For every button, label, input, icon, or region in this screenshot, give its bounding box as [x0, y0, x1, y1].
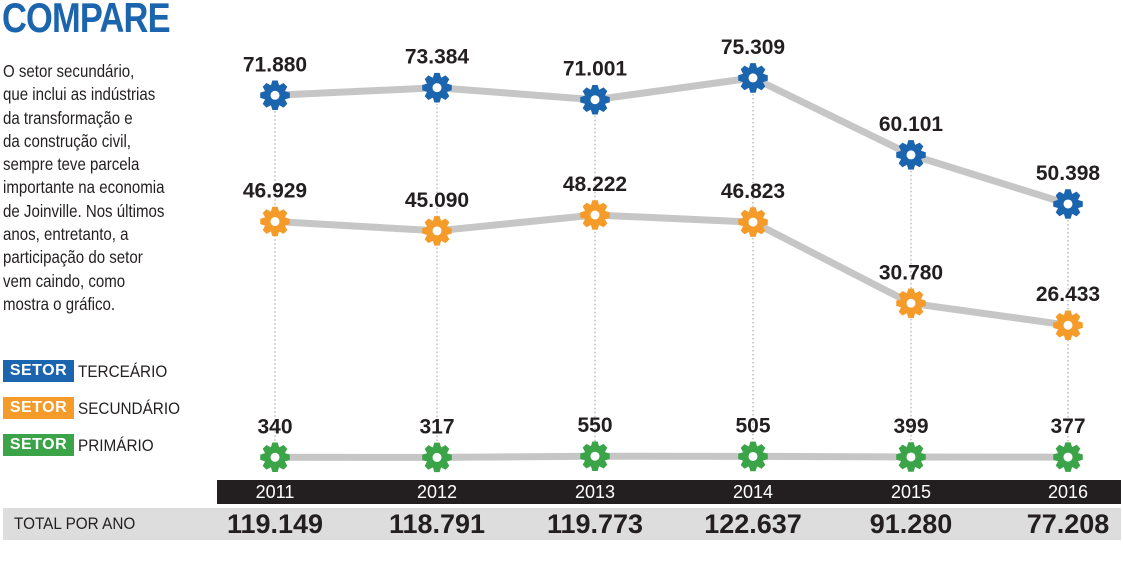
- year-label: 2016: [1047, 482, 1089, 502]
- gear-hole: [1063, 199, 1073, 209]
- description-line: mostra o gráfico.: [3, 293, 116, 314]
- gear-hole: [432, 83, 442, 93]
- gear-icon: [738, 207, 768, 237]
- description-line: da transformação e: [3, 107, 133, 128]
- legend-label: TERCEÁRIO: [78, 362, 168, 381]
- gear-hole: [270, 452, 280, 462]
- gear-icon: [1053, 442, 1083, 472]
- gear-hole: [748, 217, 758, 227]
- gear-icon: [422, 442, 452, 473]
- gear-icon: [1053, 189, 1083, 219]
- data-label: 399: [893, 415, 928, 438]
- gear-icon: [738, 441, 768, 472]
- gear-icon: [580, 200, 610, 230]
- gear-hole: [590, 451, 600, 461]
- gear-hole: [748, 73, 758, 83]
- totals-bar: [3, 508, 1121, 540]
- gear-hole: [432, 226, 442, 236]
- year-label: 2014: [732, 482, 774, 502]
- series-line: [271, 211, 1072, 329]
- series-line: [271, 74, 1072, 208]
- description-line: que inclui as indústrias: [3, 84, 156, 105]
- gear-hole: [590, 210, 600, 220]
- data-label: 377: [1050, 415, 1085, 438]
- year-label: 2015: [890, 482, 932, 502]
- gear-icon: [422, 216, 452, 246]
- data-label: 46.823: [721, 180, 785, 203]
- gear-hole: [270, 90, 280, 100]
- gear-hole: [906, 150, 916, 160]
- data-label: 45.090: [405, 189, 469, 212]
- data-label: 75.309: [721, 36, 785, 59]
- gear-hole: [748, 451, 758, 461]
- gear-hole: [1063, 452, 1073, 462]
- total-value: 77.208: [1026, 509, 1110, 539]
- gear-hole: [432, 452, 442, 462]
- gear-icon: [422, 72, 452, 103]
- gear-icon: [580, 84, 610, 115]
- legend-badge: SETOR: [3, 434, 74, 456]
- description-line: da construção civil,: [3, 130, 131, 151]
- gear-hole: [906, 452, 916, 462]
- data-label: 50.398: [1036, 162, 1101, 185]
- data-label: 505: [735, 414, 770, 437]
- total-value: 91.280: [869, 509, 953, 539]
- page-title: COMPARE: [2, 0, 171, 41]
- gear-hole: [906, 298, 916, 308]
- data-label: 71.880: [243, 53, 307, 76]
- gear-icon: [896, 140, 926, 170]
- description-line: O setor secundário,: [3, 61, 135, 81]
- total-value: 119.149: [226, 509, 324, 539]
- gear-hole: [590, 95, 600, 105]
- data-label: 73.384: [405, 46, 470, 69]
- gear-icon: [260, 442, 290, 473]
- gear-icon: [580, 441, 610, 471]
- description-line: sempre teve parcela: [3, 154, 140, 175]
- gear-icon: [738, 63, 768, 93]
- gear-icon: [896, 288, 926, 319]
- data-label: 550: [577, 414, 612, 437]
- gear-icon: [260, 80, 290, 111]
- description-line: de Joinville. Nos últimos: [3, 200, 165, 221]
- legend-badge: SETOR: [3, 397, 74, 419]
- gear-icon: [260, 206, 290, 237]
- totals-label: TOTAL POR ANO: [14, 514, 136, 533]
- total-value: 122.637: [704, 509, 802, 539]
- gear-hole: [270, 217, 280, 227]
- year-label: 2012: [416, 482, 458, 502]
- year-axis-bar: [217, 480, 1121, 504]
- data-label: 71.001: [563, 58, 628, 81]
- legend-label: SECUNDÁRIO: [78, 399, 181, 418]
- data-label: 60.101: [879, 113, 944, 136]
- description-line: importante na economia: [3, 177, 165, 198]
- legend-badge: SETOR: [3, 360, 74, 382]
- data-label: 26.433: [1036, 283, 1100, 306]
- data-label: 317: [419, 415, 454, 438]
- data-label: 48.222: [563, 173, 627, 196]
- data-label: 30.780: [879, 261, 943, 284]
- total-value: 118.791: [388, 509, 486, 539]
- series-line: [271, 452, 1072, 461]
- total-value: 119.773: [546, 509, 644, 539]
- legend-label: PRIMÁRIO: [78, 436, 154, 455]
- data-label: 46.929: [243, 180, 307, 203]
- description-line: vem caindo, como: [3, 270, 126, 291]
- data-label: 340: [257, 415, 292, 438]
- gear-hole: [1063, 320, 1073, 330]
- gear-icon: [896, 442, 926, 472]
- description-line: anos, entretanto, a: [3, 224, 129, 245]
- description: O setor secundário, que inclui as indúst…: [3, 60, 227, 316]
- gear-icon: [1053, 310, 1083, 341]
- year-label: 2013: [574, 482, 616, 502]
- description-line: participação do setor: [3, 247, 143, 268]
- year-label: 2011: [255, 482, 295, 502]
